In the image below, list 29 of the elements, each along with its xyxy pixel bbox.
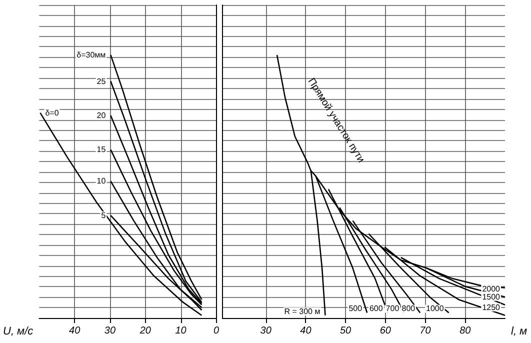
x-tick-label: 30 bbox=[260, 326, 272, 336]
series-label: 800 bbox=[402, 304, 416, 314]
x-tick-label: 70 bbox=[420, 326, 432, 336]
series-label: 15 bbox=[96, 145, 106, 154]
x-tick-label: 0 bbox=[213, 326, 220, 336]
x-axis-title: U, м/с bbox=[2, 326, 34, 338]
series-label: 25 bbox=[96, 76, 106, 86]
series-label: 1000 bbox=[426, 304, 444, 314]
series-label: 20 bbox=[96, 110, 106, 120]
series-label: 2000 bbox=[482, 284, 501, 294]
x-tick-label: 30 bbox=[104, 326, 116, 336]
x-tick-label: 60 bbox=[380, 326, 392, 336]
series-label: 10 bbox=[96, 176, 106, 186]
x-tick-label: 40 bbox=[69, 326, 81, 336]
series-label: 600 bbox=[369, 304, 384, 314]
series-label: R = 300 м bbox=[284, 306, 320, 316]
series-label: 700 bbox=[386, 304, 400, 314]
series-label: δ=0 bbox=[45, 108, 60, 118]
series-label: 500 bbox=[348, 304, 363, 314]
series-label: 1500 bbox=[482, 292, 501, 302]
x-tick-label: 10 bbox=[175, 326, 187, 336]
series-label: 5 bbox=[101, 210, 106, 220]
x-axis-title: l, м bbox=[511, 326, 528, 338]
x-tick-label: 50 bbox=[340, 326, 352, 336]
x-tick-label: 40 bbox=[300, 326, 312, 336]
x-tick-label: 80 bbox=[460, 326, 472, 336]
x-tick-label: 20 bbox=[138, 326, 152, 336]
series-label: δ=30мм bbox=[76, 50, 106, 60]
series-label: 1250 bbox=[482, 302, 501, 312]
